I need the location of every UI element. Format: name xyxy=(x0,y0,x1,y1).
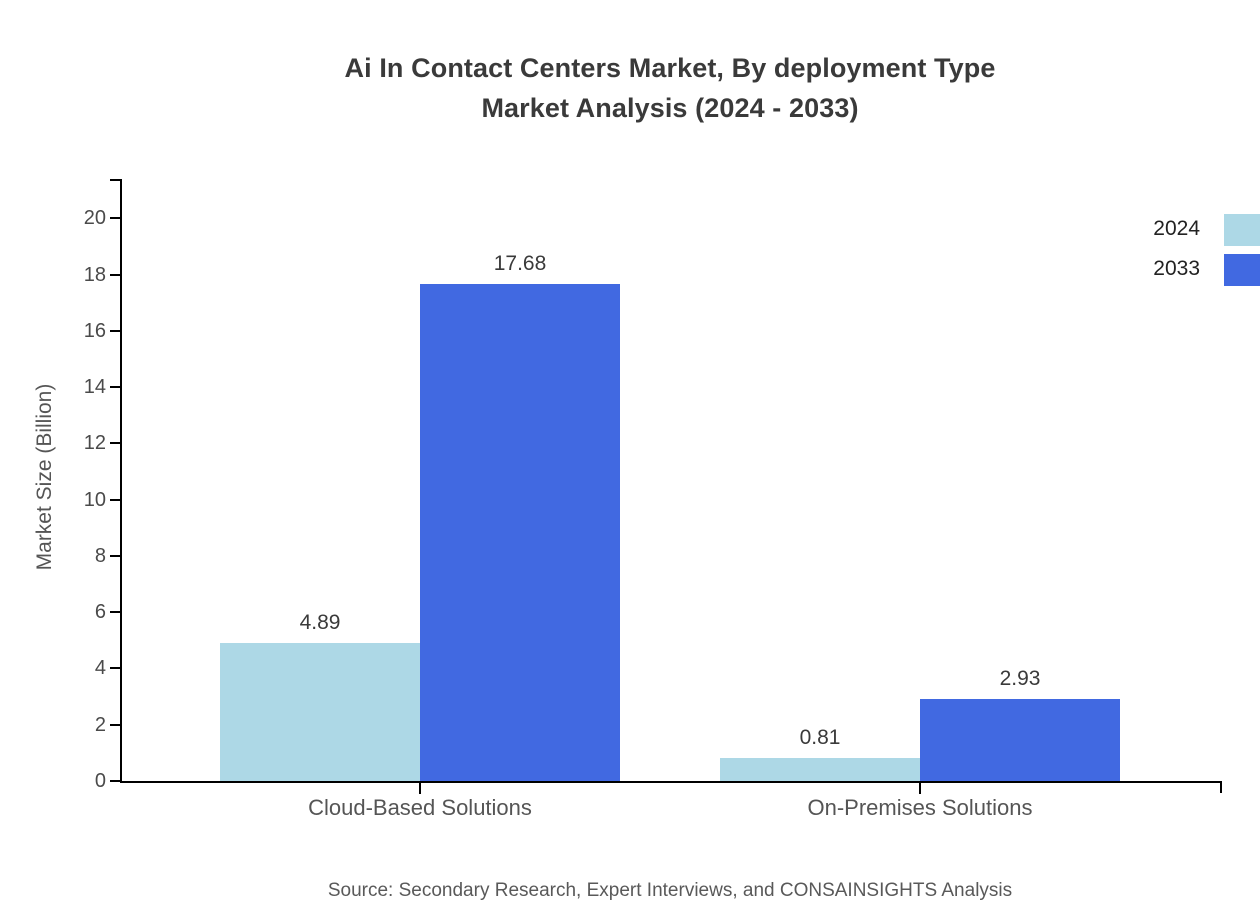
y-tick-label: 20 xyxy=(83,207,106,230)
y-axis-spine xyxy=(120,179,122,783)
x-axis-end-cap xyxy=(1220,781,1222,793)
bar-2024-1[interactable] xyxy=(720,758,920,781)
x-tick-label: Cloud-Based Solutions xyxy=(308,795,532,820)
y-axis-title: Market Size (Billion) xyxy=(33,383,56,571)
bar-2033-0[interactable] xyxy=(420,283,620,781)
legend-item-2033[interactable]: 2033 xyxy=(1100,254,1260,294)
x-axis-spine xyxy=(120,781,1222,783)
bar-2024-0[interactable] xyxy=(220,643,420,781)
y-tick-mark xyxy=(110,498,120,501)
y-tick-mark xyxy=(110,723,120,726)
source-note: Source: Secondary Research, Expert Inter… xyxy=(327,880,1013,901)
legend-label: 2024 xyxy=(1153,217,1200,240)
y-tick-label: 2 xyxy=(94,713,106,736)
y-tick-label: 18 xyxy=(83,263,106,286)
bar-value-label: 2.93 xyxy=(999,666,1041,690)
legend-item-2024[interactable]: 2024 xyxy=(1100,214,1260,254)
legend-label: 2033 xyxy=(1153,257,1200,280)
y-tick-mark xyxy=(110,780,120,782)
chart-title: Ai In Contact Centers Market, By deploym… xyxy=(0,48,1260,128)
chart-title-line-2: Market Analysis (2024 - 2033) xyxy=(481,93,859,123)
y-tick-mark xyxy=(110,667,120,670)
bar-value-label: 0.81 xyxy=(799,726,841,750)
y-axis-top-cap xyxy=(110,179,122,181)
y-tick-mark xyxy=(110,611,120,614)
y-tick-label: 4 xyxy=(94,657,106,680)
y-tick-mark xyxy=(110,273,120,276)
bar-value-label: 17.68 xyxy=(493,251,547,275)
y-tick-label: 8 xyxy=(94,544,106,567)
y-tick-mark xyxy=(110,442,120,445)
chart-legend: 2024 2033 xyxy=(1100,214,1260,294)
x-tick-label: On-Premises Solutions xyxy=(807,795,1033,820)
y-tick-label: 16 xyxy=(83,319,106,342)
chart-title-line-1: Ai In Contact Centers Market, By deploym… xyxy=(344,53,996,83)
bar-value-label: 4.89 xyxy=(299,611,341,635)
y-tick-label: 12 xyxy=(83,432,106,455)
y-tick-mark xyxy=(110,386,120,389)
legend-swatch xyxy=(1224,214,1260,246)
x-tick-mark xyxy=(419,783,421,794)
y-tick-mark xyxy=(110,217,120,220)
y-tick-label: 6 xyxy=(94,601,106,624)
y-tick-mark xyxy=(110,554,120,557)
bar-2033-1[interactable] xyxy=(920,698,1120,781)
y-tick-label: 0 xyxy=(94,770,106,792)
y-tick-label: 14 xyxy=(83,376,106,399)
x-tick-mark xyxy=(919,783,921,794)
y-tick-mark xyxy=(110,329,120,332)
y-tick-label: 10 xyxy=(83,488,106,511)
legend-swatch xyxy=(1224,254,1260,286)
